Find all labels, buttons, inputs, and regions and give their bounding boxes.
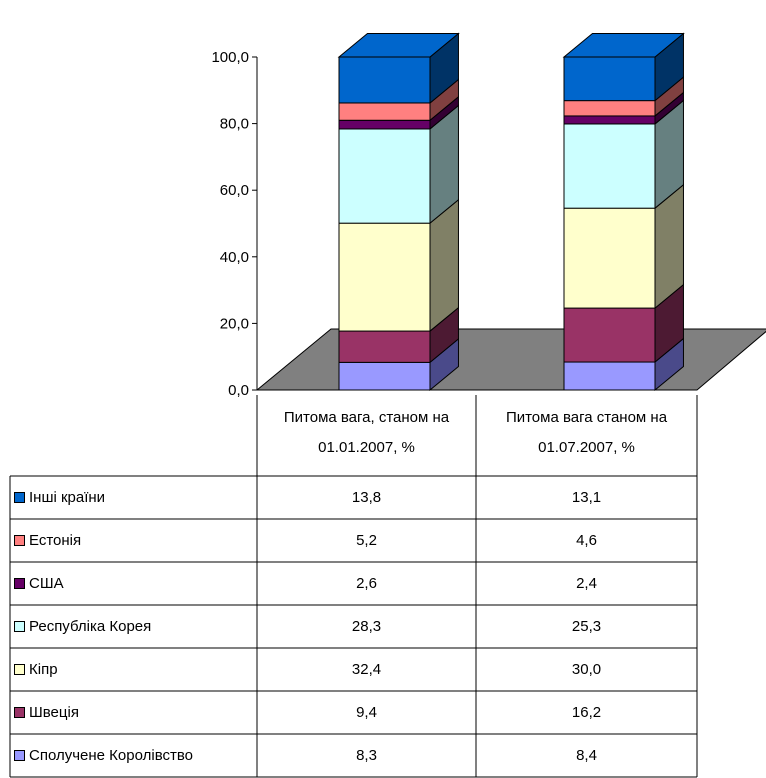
legend-swatch (14, 664, 25, 675)
bar-segment (338, 337, 459, 392)
table-row-label: Швеція (14, 691, 257, 734)
bar-segment (563, 337, 684, 392)
series-name: Інші країни (29, 489, 106, 506)
series-name: США (29, 575, 64, 592)
legend-swatch (14, 492, 25, 503)
bar-segment (563, 283, 684, 364)
y-tick-label: 40,0 (220, 249, 249, 266)
data-label: 13,1 (571, 489, 602, 506)
legend-swatch (14, 707, 25, 718)
data-label: 8,4 (576, 747, 597, 764)
y-tick-label: 60,0 (220, 182, 249, 199)
bar-segment (338, 198, 459, 333)
series-name: Швеція (29, 704, 79, 721)
category-header-line: 01.07.2007, % (538, 439, 635, 456)
category-header-line: Питома вага станом на (505, 409, 668, 426)
data-label: 16,2 (571, 704, 602, 721)
bar-segment (337, 32, 460, 105)
chart-floor (255, 328, 766, 391)
data-label: 25,3 (571, 618, 602, 635)
table-row-label: Інші країни (14, 476, 257, 519)
y-tick-label: 20,0 (220, 315, 249, 332)
data-label: 2,4 (576, 575, 597, 592)
data-label: 13,8 (351, 489, 382, 506)
data-label: 4,6 (576, 532, 597, 549)
legend-swatch (14, 750, 25, 761)
series-name: Естонія (29, 532, 82, 549)
series-name: Республіка Корея (29, 618, 152, 635)
series-name: Кіпр (29, 661, 58, 678)
table-row-label: Сполучене Королівство (14, 734, 257, 777)
table-row-label: Республіка Корея (14, 605, 257, 648)
category-header: Питома вага станом на 01.07.2007, % (476, 403, 697, 463)
data-label: 32,4 (351, 661, 382, 678)
data-label: 30,0 (571, 661, 602, 678)
series-name: Сполучене Королівство (29, 747, 194, 764)
y-tick-label: 0,0 (228, 382, 249, 399)
data-label: 2,6 (356, 575, 377, 592)
data-label: 8,3 (356, 747, 377, 764)
y-tick-label: 80,0 (220, 116, 249, 133)
table-row-label: США (14, 562, 257, 605)
category-header: Питома вага, станом на 01.01.2007, % (257, 403, 476, 463)
bar-segment (338, 104, 459, 225)
category-header-line: 01.01.2007, % (318, 439, 415, 456)
data-label: 28,3 (351, 618, 382, 635)
data-label: 9,4 (356, 704, 377, 721)
bar-segment (562, 32, 685, 102)
table-row-label: Естонія (14, 519, 257, 562)
category-header-line: Питома вага, станом на (283, 409, 450, 426)
legend-swatch (14, 621, 25, 632)
bar-segment (563, 99, 684, 210)
legend-swatch (14, 578, 25, 589)
bar-segment (338, 78, 459, 122)
y-tick-label: 100,0 (211, 49, 249, 66)
data-label: 5,2 (356, 532, 377, 549)
legend-swatch (14, 535, 25, 546)
bar-segment (338, 306, 459, 364)
table-row-label: Кіпр (14, 648, 257, 691)
